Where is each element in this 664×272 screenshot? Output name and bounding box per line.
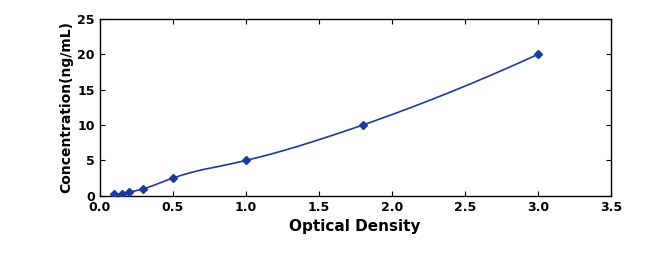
X-axis label: Optical Density: Optical Density [290,219,421,234]
Y-axis label: Concentration(ng/mL): Concentration(ng/mL) [59,21,73,193]
